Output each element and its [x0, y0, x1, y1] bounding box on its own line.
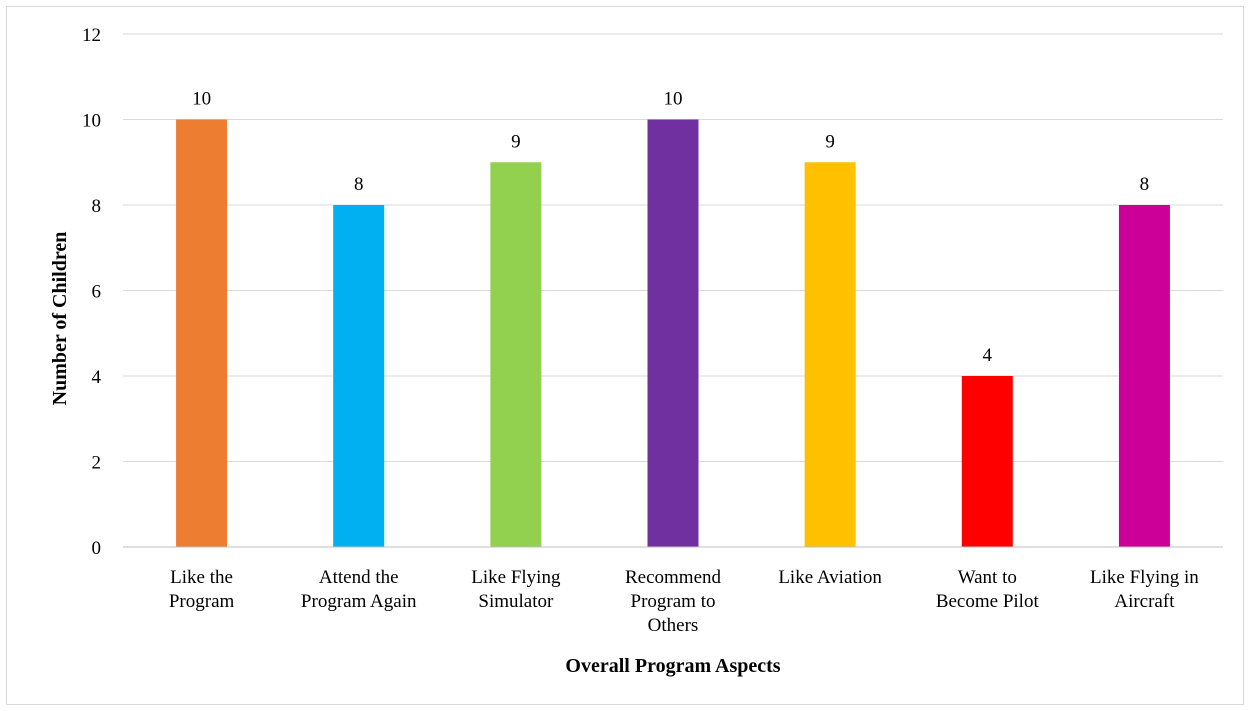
x-tick-label: Attend the Program Again	[301, 567, 417, 612]
x-tick-label: Like the Program	[169, 567, 235, 612]
bar	[176, 119, 228, 547]
x-tick-label: Like Flying in Aircraft	[1090, 567, 1199, 612]
y-tick-label: 2	[92, 453, 102, 474]
data-label: 10	[192, 89, 211, 110]
x-tick-label: Like Flying Simulator	[471, 567, 561, 612]
x-axis-title: Overall Program Aspects	[565, 655, 780, 677]
bar	[1118, 205, 1170, 547]
x-tick-label: Recommend Program to Others	[625, 567, 722, 636]
y-tick-label: 12	[82, 25, 101, 46]
bar	[490, 162, 542, 547]
bar	[333, 205, 385, 547]
y-axis-ticks: 0 2 4 6 8 10 12	[82, 25, 102, 559]
data-label: 8	[1140, 174, 1150, 195]
data-label: 4	[983, 345, 993, 366]
data-labels: 10 8 9 10 9 4 8	[192, 89, 1149, 367]
y-tick-label: 0	[92, 538, 102, 559]
y-tick-label: 8	[92, 196, 102, 217]
bar	[804, 162, 856, 547]
x-tick-label: Like Aviation	[778, 567, 882, 588]
bar	[647, 119, 699, 547]
y-tick-label: 6	[92, 282, 102, 303]
x-tick-label: Want to Become Pilot	[936, 567, 1040, 612]
bars	[176, 119, 1170, 547]
y-axis-title: Number of Children	[49, 232, 71, 406]
y-tick-label: 10	[82, 111, 101, 132]
data-label: 10	[664, 89, 683, 110]
data-label: 9	[511, 131, 521, 152]
y-tick-label: 4	[92, 367, 102, 388]
data-label: 9	[825, 131, 835, 152]
data-label: 8	[354, 174, 364, 195]
x-axis-ticks: Like the Program Attend the Program Again Li…	[169, 567, 1199, 636]
bar	[961, 376, 1013, 547]
